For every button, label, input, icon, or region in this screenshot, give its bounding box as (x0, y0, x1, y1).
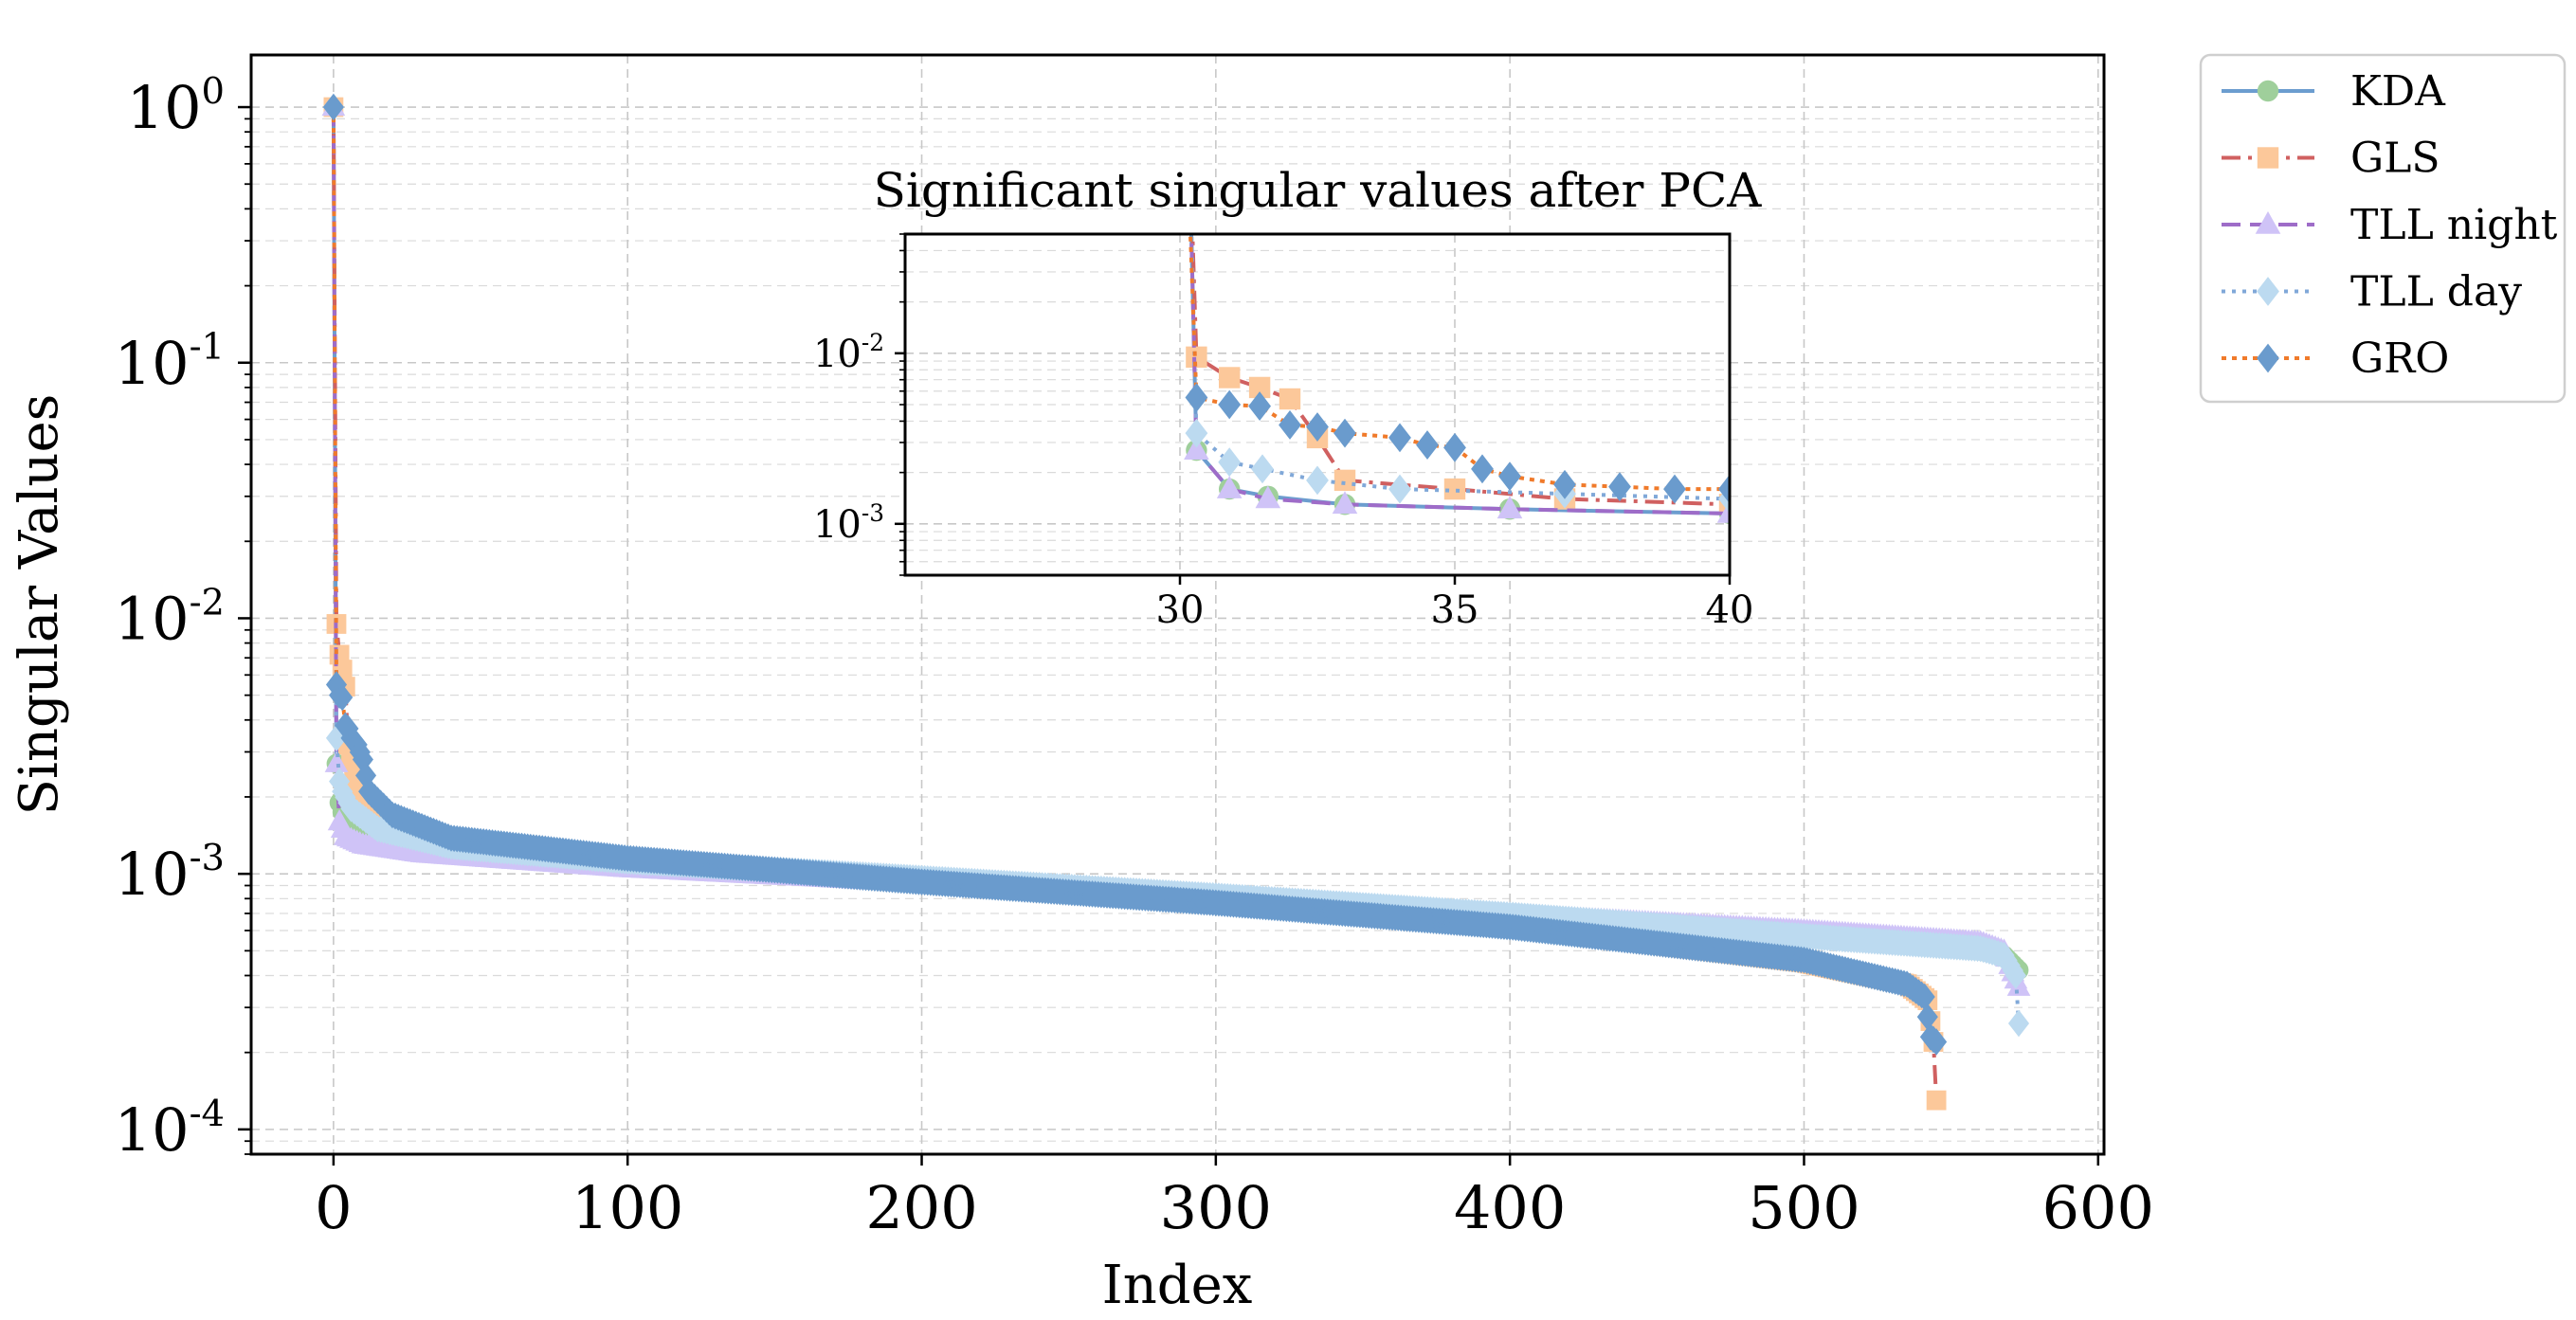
inset-y-tick-label: 10-2 (813, 329, 884, 376)
legend-entry-gls: GLS (2222, 135, 2440, 183)
inset-data-point (1443, 432, 1466, 462)
inset-data-point (1663, 474, 1686, 504)
inset-data-point (1219, 367, 1241, 389)
inset-data-point (1306, 412, 1329, 442)
main-axis-ticks: 0 100 200 300 400 500 600 100 10-1 10-2 10-3 10-4 (115, 70, 2154, 1242)
x-tick-label: 200 (865, 1173, 977, 1242)
data-point (332, 683, 354, 712)
x-axis-label: Index (1102, 1255, 1253, 1316)
legend-label: GLS (2350, 135, 2440, 183)
inset-title: Significant singular values after PCA (874, 163, 1763, 218)
inset-series-line (1188, 234, 1730, 492)
data-point (1926, 1028, 1948, 1056)
inset-data-point (1251, 454, 1274, 484)
inset-data-point (1184, 437, 1209, 460)
inset-data-point (1388, 474, 1411, 504)
inset-data-point (1553, 469, 1576, 499)
inset-data-point (1416, 430, 1439, 460)
inset-data-point (1332, 491, 1358, 515)
y-tick-label: 10-4 (115, 1093, 225, 1165)
y-axis-label: Singular Values (9, 394, 70, 816)
x-tick-label: 300 (1160, 1173, 1272, 1242)
inset-data-point (1255, 485, 1281, 509)
legend-entry-gro: GRO (2222, 335, 2449, 383)
inset-x-tick-label: 40 (1706, 588, 1754, 632)
x-tick-label: 400 (1454, 1173, 1566, 1242)
inset-data-point (1248, 391, 1271, 421)
legend-marker (2257, 343, 2279, 373)
legend-marker (2257, 277, 2279, 306)
legend-entry-tll-day: TLL day (2222, 268, 2522, 316)
inset-data-point (1279, 388, 1301, 410)
inset-data-point (1498, 461, 1521, 492)
data-point (2006, 974, 2031, 996)
series-gro (322, 93, 1948, 1056)
x-tick-label: 500 (1748, 1173, 1859, 1242)
legend-frame (2199, 53, 2567, 404)
data-point (2005, 962, 2026, 989)
data-point (1916, 1003, 1938, 1031)
inset-x-tick-label: 35 (1431, 588, 1479, 632)
inset-data-point (1497, 496, 1523, 519)
inset-data-point (1185, 383, 1208, 412)
legend-label: TLL night (2350, 201, 2558, 249)
legend-entry-tll-night: TLL night (2222, 201, 2558, 249)
inset-series-gro (1185, 234, 1730, 504)
inset-data-point (1471, 454, 1494, 484)
inset-series (1184, 234, 1730, 525)
legend-entry-kda: KDA (2222, 67, 2446, 116)
y-tick-label: 10-2 (115, 581, 225, 653)
inset-data-point (1218, 389, 1242, 420)
inset-data-point (1218, 447, 1242, 478)
inset-series-tll-night (1184, 234, 1730, 523)
y-tick-label: 10-1 (115, 326, 225, 398)
inset-data-point (1185, 418, 1208, 448)
inset-data-point (1608, 472, 1631, 502)
x-tick-label: 600 (2042, 1173, 2154, 1242)
inset-data-point (1248, 376, 1271, 399)
inset-data-point (1306, 465, 1329, 496)
legend-marker (2257, 80, 2279, 102)
inset-data-point (1279, 410, 1301, 440)
legend: KDA GLS TLL night TLL day GRO (2199, 53, 2567, 404)
x-tick-label: 0 (315, 1173, 352, 1242)
data-point (324, 750, 349, 772)
inset-data-point (1718, 474, 1730, 504)
main-plot-frame (249, 53, 2106, 1156)
inset-data-point (1443, 478, 1466, 500)
legend-label: KDA (2350, 67, 2446, 116)
legend-label: GRO (2350, 335, 2449, 383)
x-tick-label: 100 (571, 1173, 683, 1242)
inset-data-point (1333, 469, 1356, 492)
inset-x-tick-label: 30 (1156, 588, 1205, 632)
data-point (2007, 1009, 2030, 1038)
main-series (321, 93, 2031, 1111)
inset-chart: 30 35 40 10-2 10-3 Significant singular valu… (813, 163, 1763, 632)
inset-data-point (1186, 346, 1207, 369)
data-point (1914, 983, 1935, 1011)
y-tick-label: 100 (127, 70, 225, 142)
legend-marker (2255, 211, 2281, 234)
inset-data-point (1333, 418, 1356, 448)
legend-marker (2257, 147, 2279, 169)
inset-y-tick-label: 10-3 (813, 499, 884, 547)
legend-label: TLL day (2350, 268, 2522, 316)
y-tick-label: 10-3 (115, 837, 225, 909)
inset-data-point (1388, 423, 1411, 453)
data-point (322, 93, 344, 121)
inset-data-point (1216, 476, 1243, 498)
inset-axis-ticks: 30 35 40 10-2 10-3 (813, 233, 1754, 632)
data-point (1926, 1090, 1947, 1111)
